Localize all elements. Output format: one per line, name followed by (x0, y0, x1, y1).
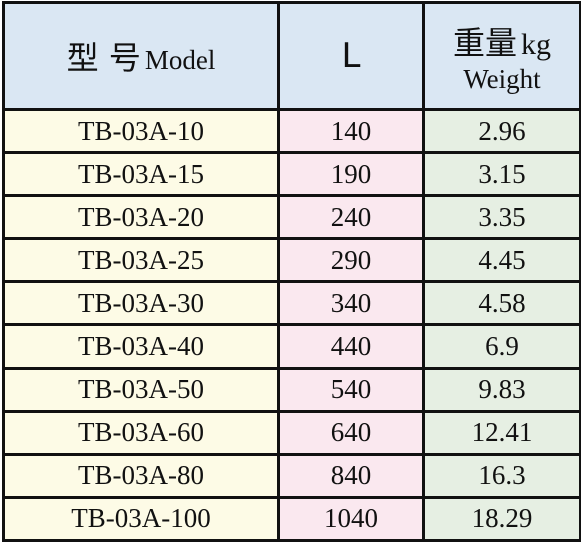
model-en: Model (144, 45, 216, 75)
table-cell: TB-03A-50 (2, 366, 280, 413)
table-cell: 540 (277, 366, 425, 413)
table-cell: 240 (277, 194, 425, 241)
table-cell: 16.3 (422, 452, 581, 499)
length-label: L (341, 36, 361, 76)
table-cell: 840 (277, 452, 425, 499)
table-cell: TB-03A-40 (2, 323, 280, 370)
table-cell: 12.41 (422, 409, 581, 456)
weight-header: 重量 kg Weight (422, 1, 581, 111)
table-cell: 440 (277, 323, 425, 370)
table-cell: 9.83 (422, 366, 581, 413)
table-cell: TB-03A-60 (2, 409, 280, 456)
table-cell: 3.15 (422, 151, 581, 198)
weight-unit: kg (521, 27, 551, 61)
table-row: TB-03A-25 290 4.45 (2, 237, 581, 284)
table-body: TB-03A-10 140 2.96 TB-03A-15 190 3.15 TB-03A-2… (2, 107, 581, 543)
table-cell: 640 (277, 409, 425, 456)
table-cell: 6.9 (422, 323, 581, 370)
table-row: TB-03A-100 1040 18.29 (2, 495, 581, 543)
weight-en: Weight (463, 63, 541, 94)
table-cell: 290 (277, 237, 425, 284)
table-cell: 340 (277, 280, 425, 327)
table-row: TB-03A-10 140 2.96 (2, 107, 581, 155)
table-cell: TB-03A-25 (2, 237, 280, 284)
table-row: TB-03A-15 190 3.15 (2, 151, 581, 198)
table-cell: 4.58 (422, 280, 581, 327)
table-cell: TB-03A-100 (2, 495, 280, 543)
table-cell: TB-03A-20 (2, 194, 280, 241)
table-cell: 1040 (277, 495, 425, 543)
table-row: TB-03A-20 240 3.35 (2, 194, 581, 241)
table-cell: TB-03A-30 (2, 280, 280, 327)
table-row: TB-03A-60 640 12.41 (2, 409, 581, 456)
table-row: TB-03A-50 540 9.83 (2, 366, 581, 413)
header-row: 型 号 Model L 重量 kg Weight (2, 1, 581, 111)
table-row: TB-03A-30 340 4.58 (2, 280, 581, 327)
table-cell: 140 (277, 107, 425, 155)
table-cell: 4.45 (422, 237, 581, 284)
table-cell: 2.96 (422, 107, 581, 155)
table-row: TB-03A-40 440 6.9 (2, 323, 581, 370)
weight-cn: 重量 (452, 23, 517, 62)
model-header: 型 号 Model (2, 1, 280, 111)
table-cell: 190 (277, 151, 425, 198)
table-cell: 3.35 (422, 194, 581, 241)
table-cell: 18.29 (422, 495, 581, 543)
length-header: L (277, 1, 425, 111)
table-cell: TB-03A-15 (2, 151, 280, 198)
table-cell: TB-03A-80 (2, 452, 280, 499)
table-cell: TB-03A-10 (2, 107, 280, 155)
model-cn: 型 号 (66, 39, 141, 77)
table-row: TB-03A-80 840 16.3 (2, 452, 581, 499)
